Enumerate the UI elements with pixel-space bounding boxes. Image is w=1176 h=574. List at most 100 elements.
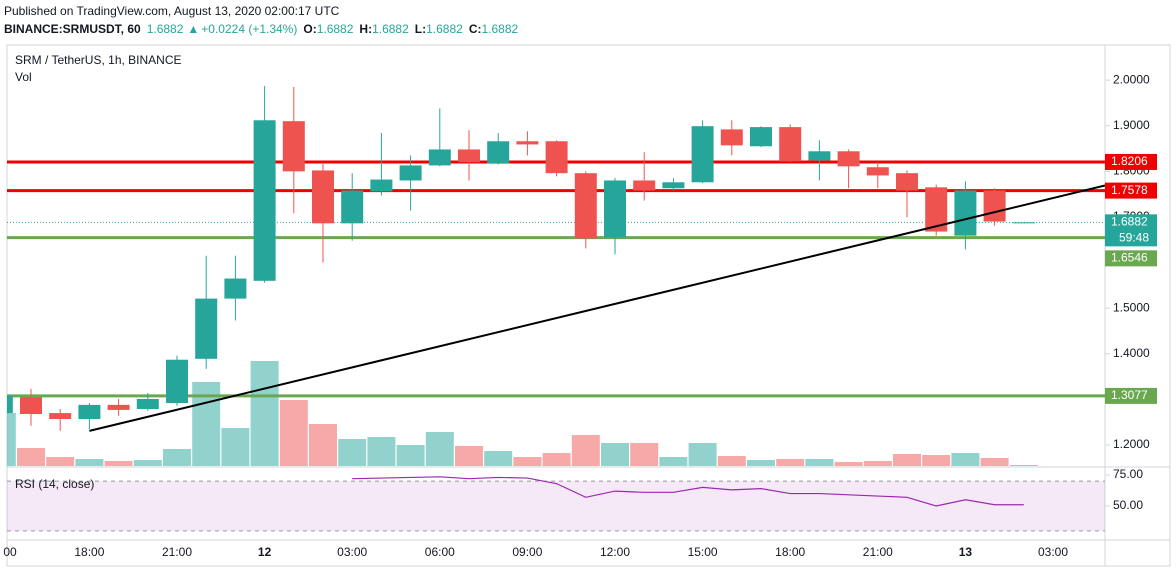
x-tick-label: 00	[3, 545, 17, 559]
volume-bar	[571, 435, 600, 466]
published: Published on TradingView.com, August 13,…	[4, 4, 340, 18]
volume-bar	[75, 459, 104, 466]
volume-bar	[250, 361, 279, 466]
volume-title: Vol	[15, 70, 32, 84]
rsi-band	[7, 481, 1105, 531]
candle-body	[136, 398, 159, 409]
volume-bar	[425, 432, 454, 466]
y-tick-label: 1.5000	[1113, 300, 1150, 314]
ohlc-value: 1.6882	[426, 22, 463, 36]
volume-bar	[659, 457, 688, 466]
candle-body	[954, 190, 977, 236]
price-label-box	[1105, 387, 1157, 404]
volume-bar	[221, 428, 250, 466]
price-label: 1.6546	[1111, 251, 1148, 265]
x-tick-label: 03:00	[337, 545, 367, 559]
last: 1.6882	[147, 22, 184, 36]
volume-bar	[396, 445, 425, 466]
candle-body	[195, 298, 218, 359]
price-label-box	[1105, 214, 1157, 247]
ohlc-value: 1.6882	[372, 22, 409, 36]
price-label: 1.7578	[1111, 183, 1148, 197]
volume-bar	[805, 459, 834, 466]
volume-bar	[104, 461, 133, 466]
ohlc-label: H:	[359, 22, 372, 36]
countdown: 59:48	[1119, 231, 1149, 245]
price-label: 1.3077	[1111, 388, 1148, 402]
ohlc-label: L:	[415, 22, 426, 36]
candle-body	[312, 170, 334, 224]
candle-body	[487, 141, 510, 164]
volume-bar	[367, 437, 396, 466]
quote-line: BINANCE:SRMUSDT, 60 1.6882 ▲ +0.0224 (+1.34…	[4, 22, 519, 36]
ohlc-label: O:	[303, 22, 316, 36]
ohlc-value: 1.6882	[317, 22, 354, 36]
candle-body	[545, 141, 568, 174]
candle-body	[808, 151, 831, 161]
rsi-tick-label: 75.00	[1113, 467, 1143, 481]
ohlc-value: 1.6882	[481, 22, 518, 36]
rsi-title: RSI (14, close)	[15, 477, 94, 491]
price-label: 1.6882	[1111, 215, 1148, 229]
candle-body	[574, 173, 597, 239]
candle-body	[837, 151, 860, 167]
candle-body	[925, 187, 948, 232]
ohlc-label: C:	[469, 22, 482, 36]
candle-body	[341, 190, 364, 224]
trendline	[89, 184, 1105, 432]
change: +0.0224 (+1.34%)	[201, 22, 297, 36]
ohlc: O:1.6882 H:1.6882 L:1.6882 C:1.6882	[303, 22, 518, 36]
candle-body	[370, 179, 393, 192]
volume-bar	[455, 446, 483, 466]
x-tick-label: 12	[258, 545, 272, 559]
x-tick-label: 06:00	[425, 545, 455, 559]
rsi-line	[352, 476, 1024, 507]
x-tick-label: 09:00	[512, 545, 542, 559]
y-tick-label: 1.9000	[1113, 118, 1150, 132]
price-label-box	[1105, 153, 1157, 170]
volume-bar	[542, 453, 571, 466]
volume-bar	[630, 443, 659, 466]
candle-body	[750, 127, 772, 147]
candle-body	[662, 182, 685, 189]
x-tick-label: 12:00	[600, 545, 630, 559]
volume-bar	[980, 458, 1009, 466]
price-label-box	[1105, 250, 1157, 267]
x-tick-label: 18:00	[775, 545, 805, 559]
x-tick-label: 15:00	[688, 545, 718, 559]
volume-bar	[747, 460, 775, 466]
volume-bar	[484, 451, 513, 466]
x-tick-label: 21:00	[863, 545, 893, 559]
volume-bar	[717, 456, 746, 466]
volume-bar	[17, 448, 45, 466]
candle-body	[1012, 222, 1035, 224]
volume-bar	[688, 443, 717, 466]
frame	[6, 44, 1171, 567]
volume-bar	[7, 413, 16, 466]
candle-body	[896, 173, 918, 191]
symbol: BINANCE:SRMUSDT, 60	[4, 22, 141, 36]
candle-body	[691, 126, 714, 183]
candle-body	[78, 404, 101, 420]
volume-bar	[338, 439, 367, 466]
pane-title: SRM / TetherUS, 1h, BINANCE	[15, 53, 182, 67]
x-tick-label: 21:00	[162, 545, 192, 559]
candle-body	[779, 127, 802, 162]
x-tick-label: 13	[959, 545, 973, 559]
volume-bar	[951, 453, 980, 466]
up-arrow: ▲	[187, 22, 199, 36]
candle-body	[166, 359, 188, 404]
candle-body	[633, 180, 656, 191]
y-tick-label: 1.4000	[1113, 346, 1150, 360]
candle-body	[49, 413, 72, 420]
candle-body	[428, 149, 451, 166]
volume-bar	[513, 457, 542, 466]
volume-bar	[922, 455, 951, 466]
price-label-box	[1105, 182, 1157, 199]
candle-body	[866, 167, 889, 176]
volume-bar	[776, 459, 805, 466]
candle-body	[20, 397, 42, 415]
price-label: 1.8206	[1111, 154, 1148, 168]
